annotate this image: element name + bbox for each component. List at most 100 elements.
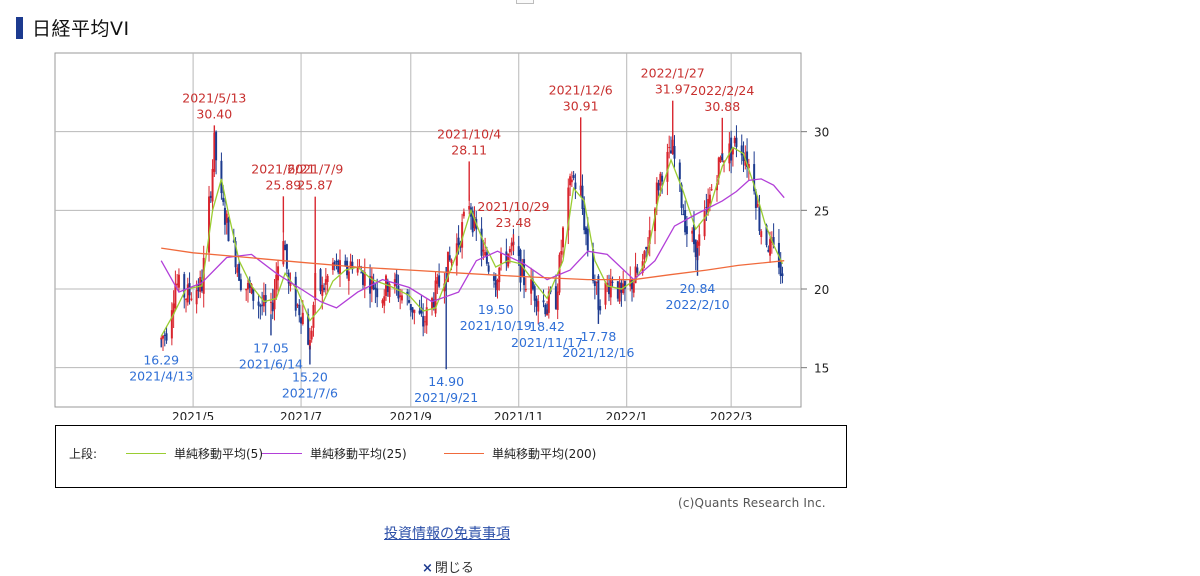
candle-body-2021-12-31	[623, 281, 626, 289]
candle-body-2021-06-14	[269, 301, 272, 303]
candle-body-2022-01-20	[659, 173, 662, 186]
candle-body-2021-07-26	[344, 260, 347, 266]
candle-body-2021-10-14	[485, 252, 488, 264]
candle-body-2021-10-22	[500, 253, 503, 264]
candle-body-2021-06-17	[275, 274, 278, 290]
legend-swatch-sma25	[262, 453, 302, 454]
candle-body-2021-08-26	[399, 295, 402, 297]
candle-body-2021-12-09	[585, 227, 588, 235]
candle-body-2021-07-27	[346, 260, 349, 276]
candle-body-2021-09-01	[409, 304, 412, 311]
y-tick-label-30: 30	[814, 126, 829, 140]
y-tick-label-15: 15	[814, 362, 829, 376]
candle-body-2021-12-02	[572, 175, 575, 179]
candle-body-2021-10-11	[480, 228, 483, 256]
candle-body-2021-12-29	[620, 282, 623, 293]
candle-body-2022-02-11	[698, 234, 701, 246]
candle-body-2022-03-03	[733, 137, 736, 144]
candle-body-2022-01-04	[631, 279, 634, 290]
candle-body-2021-12-13	[592, 248, 595, 282]
disclaimer-link[interactable]: 投資情報の免責事項	[384, 526, 510, 542]
close-button[interactable]: × 閉じる	[422, 557, 474, 576]
candle-body-2022-02-21	[715, 183, 718, 191]
candle-body-2021-04-26	[183, 274, 186, 298]
moving-average-line-2	[160, 178, 785, 309]
high-label-value-2021/10/29: 23.48	[496, 215, 532, 230]
high-label-value-2021/7/9: 25.87	[297, 178, 333, 193]
candle-body-2021-04-27	[185, 299, 188, 301]
candle-body-2022-03-16	[756, 204, 759, 207]
legend-label-sma200: 単純移動平均(200)	[492, 447, 597, 461]
candle-body-2022-01-14	[648, 230, 651, 244]
low-label-value-2021/4/13: 16.29	[143, 352, 179, 367]
candle-body-2021-06-15	[271, 302, 274, 312]
candle-body-2021-06-22	[284, 244, 287, 251]
candle-body-2021-05-17	[220, 160, 223, 194]
candle-body-2022-01-06	[634, 266, 637, 284]
candle-body-2021-10-01	[462, 211, 465, 217]
candle-body-2021-12-17	[599, 306, 602, 311]
candle-body-2021-08-02	[356, 267, 359, 273]
candle-body-2021-08-12	[374, 287, 377, 290]
candle-body-2021-07-06	[308, 339, 311, 350]
legend-item-sma200: 単純移動平均(200)	[444, 445, 596, 462]
low-label-date-2022/2/10: 2022/2/10	[665, 297, 729, 312]
high-label-value-2021/6/21: 25.89	[265, 177, 301, 192]
candle-body-2021-07-20	[333, 261, 336, 266]
candle-body-2022-03-08	[742, 152, 745, 162]
candle-body-2021-07-02	[301, 312, 304, 324]
close-label: 閉じる	[434, 561, 474, 576]
candle-body-2021-05-18	[222, 197, 225, 202]
candle-body-2022-01-21	[661, 175, 664, 182]
candle-body-2021-05-11	[209, 195, 212, 198]
copyright-text: (c)Quants Research Inc.	[678, 496, 826, 510]
vi-candlestick-chart: 15 20 25 30 2021/5 2021/7 2021/9 2021/11 2022/1 2…	[54, 52, 829, 420]
candle-body-2021-09-07	[420, 307, 423, 314]
candle-body-2021-11-16	[544, 304, 547, 315]
candle-body-2021-12-10	[586, 228, 589, 251]
candle-body-2022-02-17	[708, 194, 711, 204]
candle-body-2022-03-18	[760, 231, 763, 238]
candle-body-2021-06-02	[248, 280, 251, 288]
candle-body-2021-07-15	[324, 279, 327, 285]
candle-body-2021-04-21	[174, 284, 177, 309]
candle-body-2022-03-17	[758, 206, 761, 231]
candle-body-2021-11-04	[523, 259, 526, 286]
y-tick-label-20: 20	[814, 283, 829, 297]
candle-body-2021-12-23	[609, 278, 612, 298]
candle-body-2021-12-01	[570, 179, 573, 183]
candle-body-2021-11-18	[547, 291, 550, 313]
candle-body-2021-04-14	[162, 336, 165, 339]
candle-body-2021-09-24	[450, 259, 453, 264]
x-tick-label-2021/7: 2021/7	[280, 410, 322, 420]
candle-body-2021-11-24	[558, 254, 561, 293]
candle-body-2021-05-24	[232, 240, 235, 242]
candle-body-2021-12-15	[595, 281, 598, 284]
candle-body-2021-06-01	[246, 282, 249, 290]
low-label-value-2021/11/17: 18.42	[529, 319, 565, 334]
legend-label-sma5: 単純移動平均(5)	[174, 447, 263, 461]
low-label-date-2021/11/17: 2021/11/17	[511, 335, 583, 350]
candle-body-2021-06-30	[298, 304, 301, 316]
candle-body-2022-03-23	[769, 239, 772, 256]
candle-body-2021-10-15	[487, 265, 490, 272]
candle-body-2022-02-14	[703, 210, 706, 237]
legend-swatch-sma200	[444, 453, 484, 454]
candle-body-2021-11-29	[567, 187, 570, 231]
candle-body-2022-03-11	[747, 164, 750, 169]
candle-body-2022-01-07	[636, 267, 639, 273]
candle-body-2021-11-30	[569, 176, 572, 186]
candle-body-2022-01-12	[645, 247, 648, 249]
candle-body-2022-03-02	[731, 148, 734, 155]
candle-body-2021-07-29	[349, 261, 352, 268]
candle-body-2021-11-26	[561, 227, 564, 248]
high-label-value-2021/5/13: 30.40	[196, 106, 232, 121]
candle-body-2022-02-18	[710, 189, 713, 191]
high-label-date-2021/10/29: 2021/10/29	[477, 199, 549, 214]
low-label-value-2021/9/21: 14.90	[428, 374, 464, 389]
legend-item-sma5: 単純移動平均(5)	[126, 445, 263, 462]
candle-body-2022-02-09	[694, 239, 697, 258]
title-accent-bar	[16, 17, 23, 39]
low-label-value-2022/2/10: 20.84	[680, 281, 716, 296]
candle-body-2022-01-19	[657, 183, 660, 191]
